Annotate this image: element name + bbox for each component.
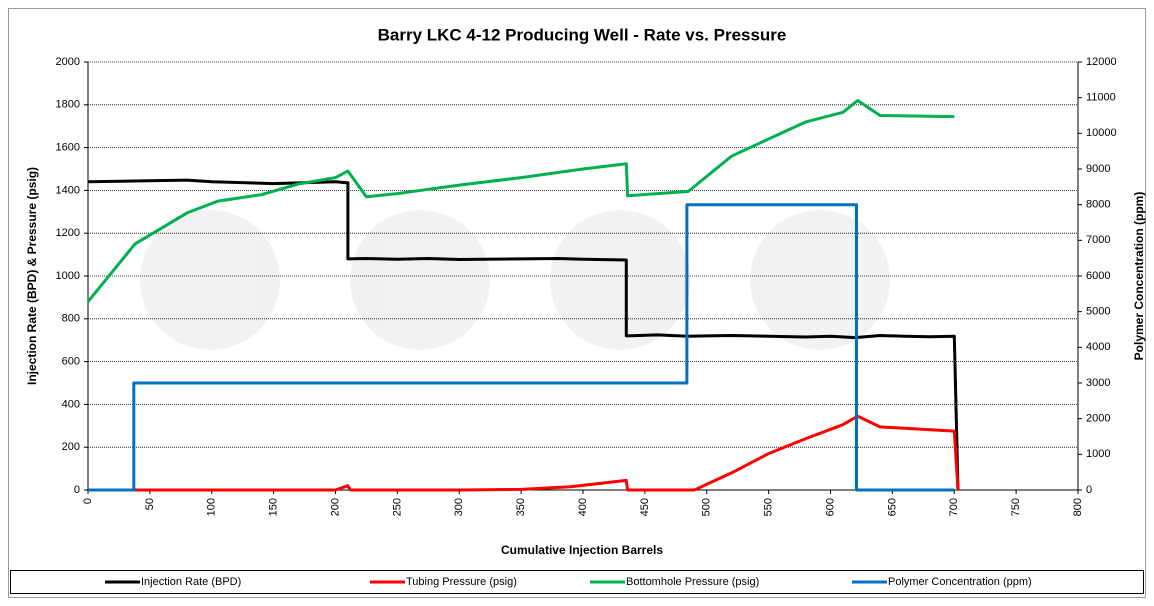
y2-tick-label: 3000	[1086, 377, 1110, 389]
y-tick-label: 400	[62, 398, 80, 410]
x-tick-label: 600	[824, 498, 836, 516]
x-axis-title: Cumulative Injection Barrels	[501, 543, 663, 557]
x-tick-label: 400	[577, 498, 589, 516]
y2-tick-label: 1000	[1086, 448, 1110, 460]
y-tick-label: 200	[62, 441, 80, 453]
chart-title: Barry LKC 4-12 Producing Well - Rate vs.…	[378, 25, 787, 44]
x-tick-label: 350	[515, 498, 527, 516]
y2-tick-label: 4000	[1086, 341, 1110, 353]
series-line	[86, 99, 955, 303]
x-tick-label: 750	[1010, 498, 1022, 516]
y-tick-label: 1400	[56, 184, 80, 196]
y2-tick-label: 5000	[1086, 306, 1110, 318]
y-tick-label: 2000	[56, 56, 80, 68]
y2-tick-label: 11000	[1086, 92, 1116, 104]
x-tick-label: 700	[948, 498, 960, 516]
y-tick-label: 1600	[56, 142, 80, 154]
y2-tick-label: 6000	[1086, 270, 1110, 282]
chart-frame	[8, 8, 1146, 598]
y2-tick-label: 8000	[1086, 199, 1110, 211]
y2-tick-label: 7000	[1086, 234, 1110, 246]
y2-tick-label: 10000	[1086, 127, 1117, 139]
legend-label: Tubing Pressure (psig)	[406, 576, 517, 588]
x-tick-label: 150	[268, 498, 280, 516]
y2-tick-label: 12000	[1086, 56, 1117, 68]
y-tick-label: 1200	[56, 227, 80, 239]
x-tick-label: 100	[206, 498, 218, 516]
x-tick-label: 550	[763, 498, 775, 516]
y-tick-label: 0	[74, 484, 80, 496]
x-tick-label: 300	[453, 498, 465, 516]
x-tick-label: 500	[701, 498, 713, 516]
y-tick-label: 800	[62, 313, 80, 325]
legend-label: Injection Rate (BPD)	[141, 576, 241, 588]
series-line	[87, 178, 960, 491]
y2-tick-label: 9000	[1086, 163, 1110, 175]
x-tick-label: 50	[144, 498, 156, 510]
y2-tick-label: 2000	[1086, 413, 1110, 425]
legend-label: Bottomhole Pressure (psig)	[626, 576, 759, 588]
x-tick-label: 250	[391, 498, 403, 516]
series-line	[88, 203, 955, 492]
legend-box	[10, 570, 1144, 594]
x-tick-label: 200	[329, 498, 341, 516]
y-tick-label: 600	[62, 356, 80, 368]
y-axis-title: Injection Rate (BPD) & Pressure (psig)	[25, 167, 39, 385]
x-tick-label: 450	[639, 498, 651, 516]
x-tick-label: 650	[886, 498, 898, 516]
legend-label: Polymer Concentration (ppm)	[888, 576, 1032, 588]
y2-tick-label: 0	[1086, 484, 1092, 496]
x-tick-label: 800	[1072, 498, 1084, 516]
y2-axis-title: Polymer Concentration (ppm)	[1132, 192, 1146, 361]
y-tick-label: 1800	[56, 99, 80, 111]
y-tick-label: 1000	[56, 270, 80, 282]
x-tick-label: 0	[82, 498, 94, 504]
